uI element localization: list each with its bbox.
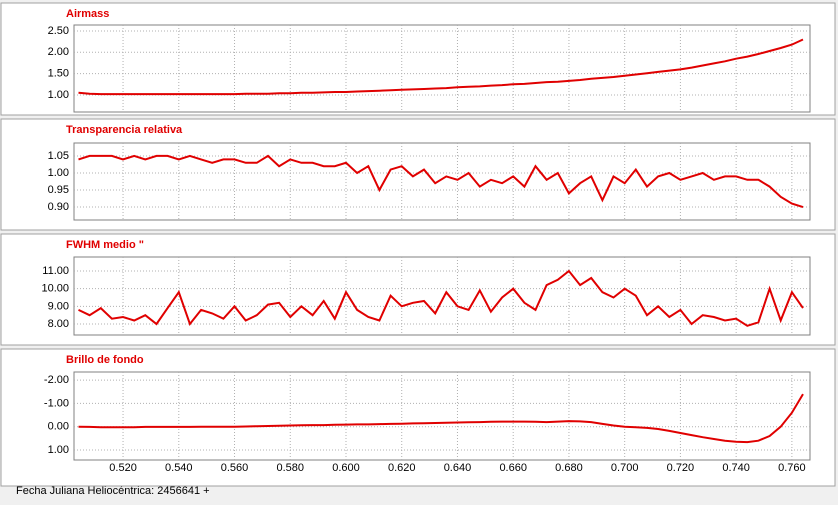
x-tick-label: 0.520 <box>109 462 137 474</box>
panel-title: Brillo de fondo <box>66 354 144 366</box>
y-tick-label: 0.90 <box>48 201 69 213</box>
plot-area <box>73 142 811 221</box>
x-tick-label: 0.540 <box>165 462 193 474</box>
y-tick-label: 1.05 <box>48 150 69 162</box>
y-tick-label: 2.00 <box>48 46 69 58</box>
y-tick-label: 0.95 <box>48 184 69 196</box>
data-line <box>78 393 804 444</box>
y-tick-label: 0.00 <box>48 421 69 433</box>
x-axis-label: Fecha Juliana Heliocéntrica: 2456641 + <box>16 485 210 497</box>
y-tick-label: 1.00 <box>48 89 69 101</box>
x-tick-label: 0.740 <box>722 462 750 474</box>
y-tick-label: -2.00 <box>44 374 69 386</box>
y-tick-label: 9.00 <box>48 300 69 312</box>
y-tick-label: 1.00 <box>48 167 69 179</box>
data-line <box>78 38 804 96</box>
x-tick-label: 0.600 <box>332 462 360 474</box>
x-tick-label: 0.700 <box>611 462 639 474</box>
y-tick-label: 10.00 <box>41 283 69 295</box>
x-tick-label: 0.560 <box>221 462 249 474</box>
x-tick-label: 0.640 <box>444 462 472 474</box>
x-tick-label: 0.580 <box>276 462 304 474</box>
plot-area <box>73 24 811 113</box>
plot-area <box>73 371 811 461</box>
panel-title: Transparencia relativa <box>66 124 183 136</box>
x-tick-label: 0.620 <box>388 462 416 474</box>
plot-area <box>73 256 811 336</box>
y-tick-label: 2.50 <box>48 25 69 37</box>
panel-title: FWHM medio " <box>66 239 144 251</box>
x-tick-label: 0.680 <box>555 462 583 474</box>
data-line <box>78 269 804 327</box>
panel-title: Airmass <box>66 8 109 20</box>
y-tick-label: 1.50 <box>48 68 69 80</box>
data-line <box>78 154 804 209</box>
y-tick-label: 8.00 <box>48 318 69 330</box>
x-tick-label: 0.660 <box>499 462 527 474</box>
y-tick-label: 1.00 <box>48 444 69 456</box>
x-tick-label: 0.720 <box>667 462 695 474</box>
y-tick-label: 11.00 <box>42 265 69 277</box>
y-tick-label: -1.00 <box>44 397 69 409</box>
x-tick-label: 0.760 <box>778 462 806 474</box>
